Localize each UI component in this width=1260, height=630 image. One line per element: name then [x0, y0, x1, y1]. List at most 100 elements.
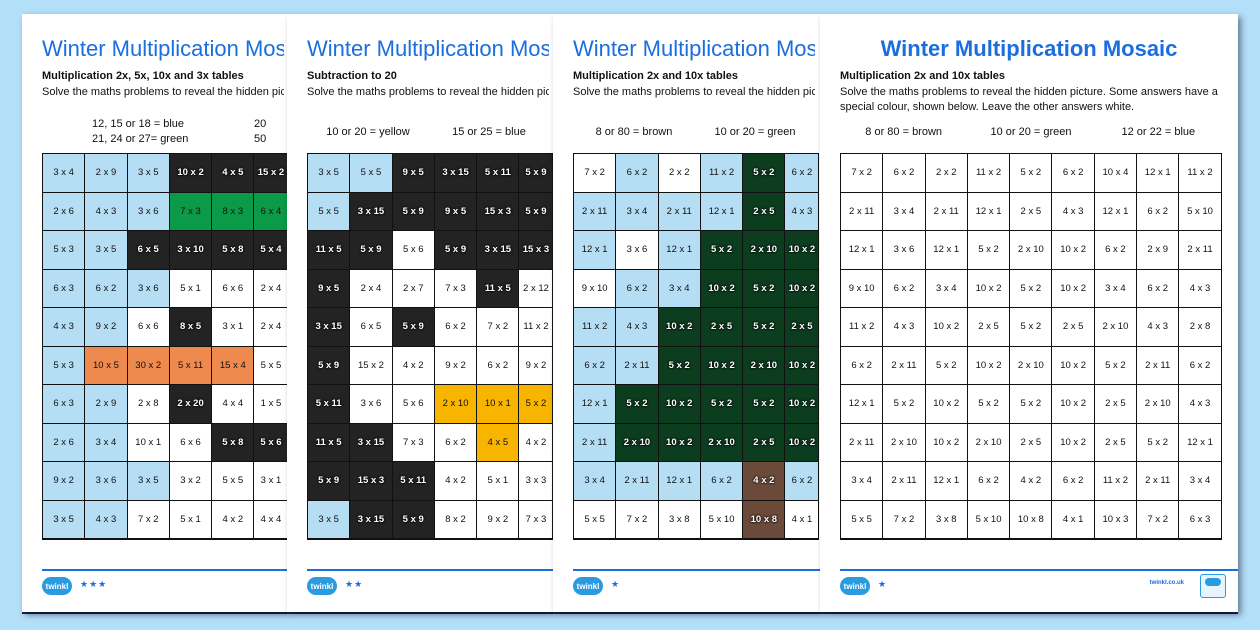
mosaic-cell: 6 x 2 [785, 154, 820, 193]
mosaic-cell: 8 x 3 [212, 192, 255, 231]
mosaic-cell: 10 x 2 [700, 269, 744, 308]
worksheet-page[interactable]: Winter Multiplication Mosaic Multiplicati… [22, 14, 287, 612]
mosaic-cell: 4 x 1 [1052, 500, 1095, 539]
difficulty-stars-icon: ★★★ [80, 579, 108, 589]
mosaic-cell: 15 x 2 [254, 154, 287, 193]
mosaic-cell: 5 x 2 [1137, 423, 1180, 462]
mosaic-cell: 4 x 2 [434, 462, 478, 501]
mosaic-cell: 2 x 8 [1179, 308, 1222, 347]
mosaic-cell: 2 x 11 [616, 462, 659, 501]
worksheet-page[interactable]: Winter Multiplication Mosaic Subtraction … [287, 14, 553, 612]
mosaic-cell: 6 x 4 [254, 192, 287, 231]
legend-item: 8 or 80 = brown [595, 126, 673, 138]
colour-legend: 12, 15 or 18 = blue 20 21, 24 or 27= green… [42, 118, 284, 145]
mosaic-cell: 10 x 1 [127, 423, 170, 462]
mosaic-cell: 5 x 9 [392, 308, 435, 347]
legend-item: 15 or 25 = blue [452, 126, 526, 138]
mosaic-cell: 10 x 3 [1094, 500, 1138, 539]
mosaic-cell: 2 x 10 [616, 423, 659, 462]
mosaic-cell: 10 x 2 [785, 423, 820, 462]
mosaic-cell: 3 x 6 [127, 269, 170, 308]
mosaic-cell: 5 x 11 [392, 462, 435, 501]
mosaic-cell: 3 x 4 [574, 462, 617, 501]
mosaic-cell: 6 x 3 [43, 269, 86, 308]
mosaic-cell: 7 x 3 [392, 423, 435, 462]
mosaic-cell: 11 x 2 [519, 308, 553, 347]
mosaic-cell: 2 x 2 [658, 154, 701, 193]
mosaic-cell: 6 x 5 [350, 308, 393, 347]
mosaic-cell: 6 x 3 [1179, 500, 1222, 539]
mosaic-cell: 3 x 15 [308, 308, 351, 347]
difficulty-stars-icon: ★ [878, 579, 888, 589]
mosaic-cell: 12 x 1 [700, 192, 744, 231]
mosaic-cell: 3 x 15 [350, 192, 393, 231]
mosaic-cell: 2 x 11 [616, 346, 659, 385]
mosaic-cell: 3 x 6 [616, 231, 659, 270]
mosaic-cell: 3 x 6 [350, 385, 393, 424]
mosaic-cell: 10 x 2 [967, 269, 1011, 308]
mosaic-cell: 5 x 9 [434, 231, 478, 270]
instructions: Solve the maths problems to reveal the h… [840, 86, 1218, 113]
difficulty-stars-icon: ★ [611, 579, 621, 589]
mosaic-cell: 2 x 4 [350, 269, 393, 308]
mosaic-cell: 4 x 3 [1137, 308, 1180, 347]
mosaic-cell: 5 x 2 [1010, 385, 1053, 424]
twinkl-logo: twinkl [307, 577, 337, 595]
mosaic-cell: 9 x 2 [477, 500, 520, 539]
mosaic-cell: 5 x 11 [477, 154, 520, 193]
worksheet-page[interactable]: Winter Multiplication Mosaic Multiplicati… [553, 14, 820, 612]
mosaic-cell: 5 x 1 [169, 269, 213, 308]
mosaic-cell: 1 x 5 [254, 385, 287, 424]
mosaic-cell: 2 x 11 [1137, 346, 1180, 385]
mosaic-cell: 3 x 4 [85, 423, 128, 462]
mosaic-cell: 11 x 2 [1179, 154, 1222, 193]
mosaic-cell: 2 x 9 [85, 385, 128, 424]
mosaic-cell: 12 x 1 [658, 462, 701, 501]
mosaic-cell: 6 x 2 [967, 462, 1011, 501]
mosaic-cell: 10 x 8 [743, 500, 786, 539]
mosaic-cell: 3 x 4 [1094, 269, 1138, 308]
mosaic-cell: 6 x 2 [616, 154, 659, 193]
mosaic-cell: 6 x 2 [434, 423, 478, 462]
worksheet-page[interactable]: Winter Multiplication Mosaic Multiplicati… [820, 14, 1238, 612]
mosaic-cell: 4 x 3 [85, 192, 128, 231]
mosaic-cell: 7 x 3 [169, 192, 213, 231]
mosaic-cell: 2 x 5 [743, 192, 786, 231]
mosaic-cell: 3 x 4 [616, 192, 659, 231]
mosaic-cell: 7 x 2 [477, 308, 520, 347]
mosaic-cell: 9 x 2 [434, 346, 478, 385]
mosaic-cell: 5 x 5 [574, 500, 617, 539]
mosaic-cell: 10 x 2 [967, 346, 1011, 385]
mosaic-cell: 2 x 11 [841, 192, 884, 231]
mosaic-cell: 7 x 2 [616, 500, 659, 539]
mosaic-cell: 10 x 2 [785, 346, 820, 385]
instructions: Solve the maths problems to reveal the h… [573, 86, 815, 98]
mosaic-cell: 5 x 9 [308, 346, 351, 385]
mosaic-cell: 3 x 1 [212, 308, 255, 347]
mosaic-cell: 7 x 2 [883, 500, 926, 539]
mosaic-cell: 2 x 5 [1094, 385, 1138, 424]
mosaic-cell: 2 x 11 [658, 192, 701, 231]
worksheet-title: Winter Multiplication Mosaic [880, 36, 1178, 61]
mosaic-cell: 9 x 2 [43, 462, 86, 501]
mosaic-cell: 10 x 2 [169, 154, 213, 193]
mosaic-cell: 2 x 2 [925, 154, 968, 193]
mosaic-cell: 7 x 2 [841, 154, 884, 193]
mosaic-cell: 6 x 5 [127, 231, 170, 270]
mosaic-cell: 5 x 2 [519, 385, 553, 424]
mosaic-cell: 2 x 5 [1010, 423, 1053, 462]
mosaic-cell: 2 x 11 [841, 423, 884, 462]
mosaic-cell: 12 x 1 [925, 462, 968, 501]
website-link: twinkl.co.uk [1149, 580, 1184, 586]
worksheet-subtitle: Subtraction to 20 [307, 70, 397, 82]
mosaic-cell: 12 x 1 [658, 231, 701, 270]
mosaic-cell: 10 x 2 [1052, 346, 1095, 385]
mosaic-cell: 4 x 1 [785, 500, 820, 539]
mosaic-cell: 3 x 5 [43, 500, 86, 539]
twinkl-logo: twinkl [573, 577, 603, 595]
mosaic-cell: 2 x 10 [434, 385, 478, 424]
mosaic-cell: 2 x 11 [1179, 231, 1222, 270]
mosaic-cell: 12 x 1 [574, 231, 617, 270]
